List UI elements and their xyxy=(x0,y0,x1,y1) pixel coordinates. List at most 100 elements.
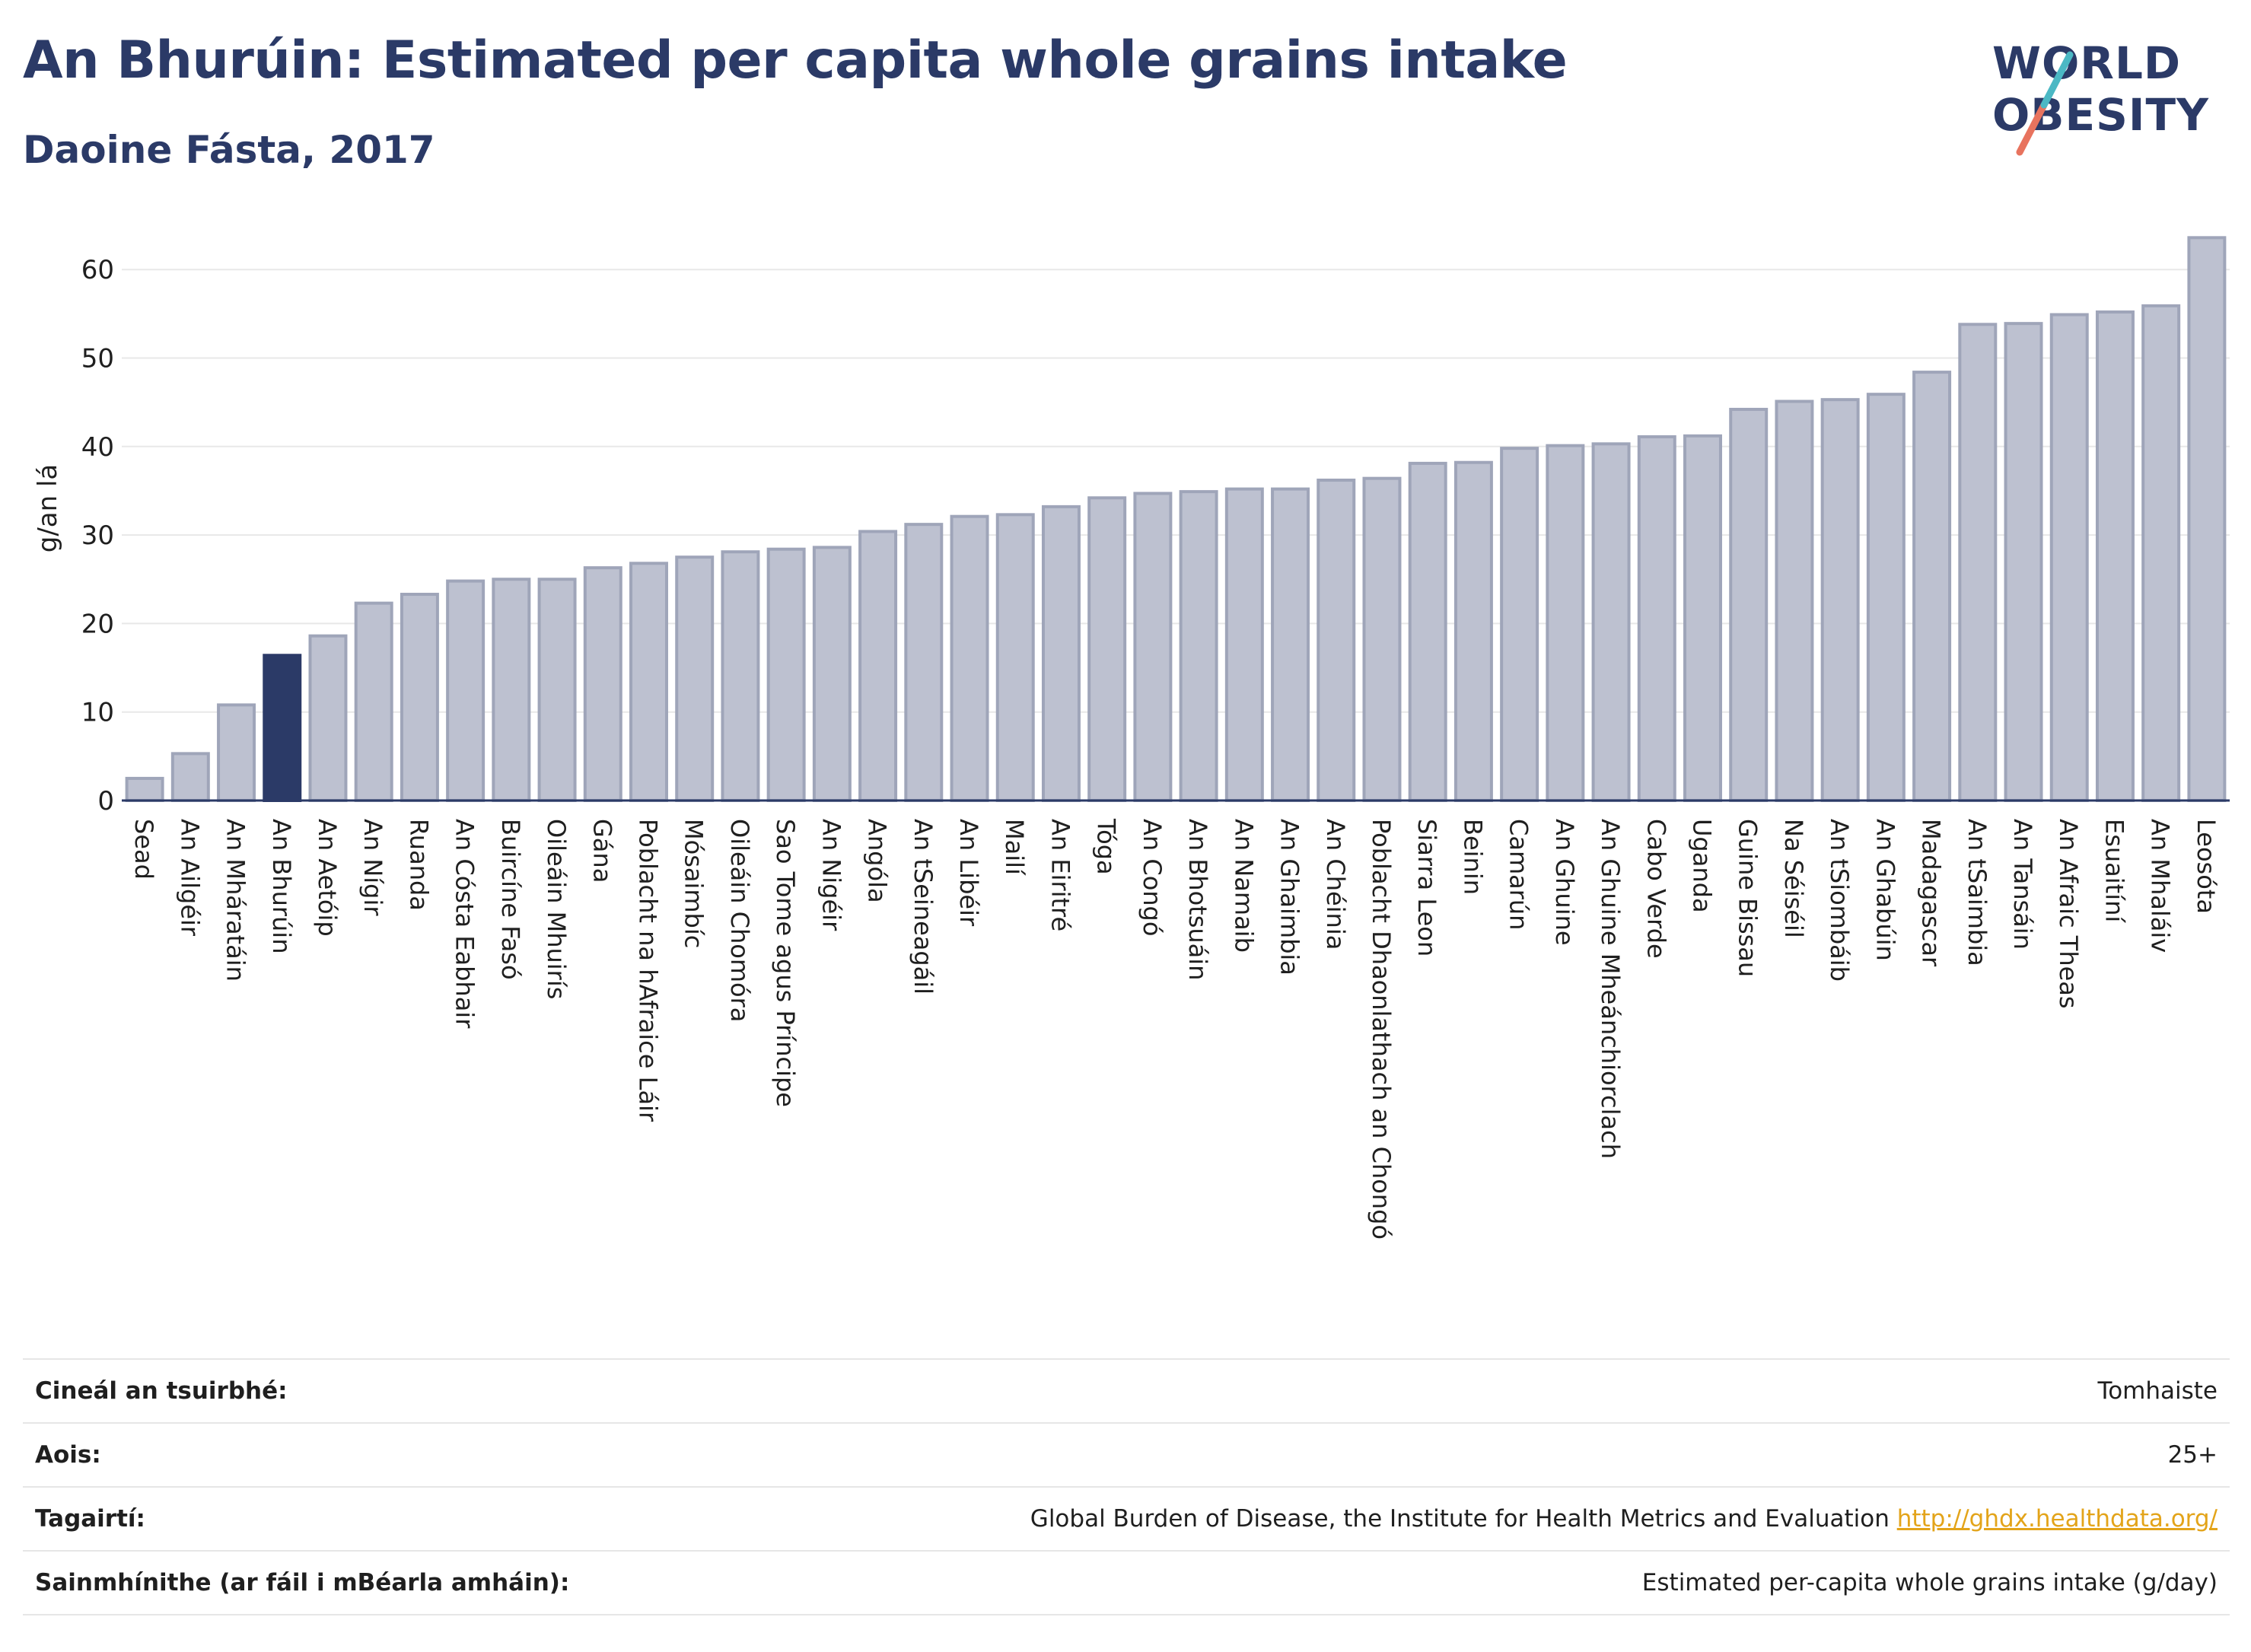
x-tick-label: An tSiombáib xyxy=(1825,819,1854,982)
info-row-age: Aois: 25+ xyxy=(23,1424,2230,1488)
x-tick-label: Sead xyxy=(129,819,158,880)
bar[interactable] xyxy=(170,752,210,803)
y-tick-label: 0 xyxy=(97,786,114,816)
bar[interactable] xyxy=(1453,460,1493,802)
x-tick-label: An Tansáin xyxy=(2008,819,2037,950)
x-tick-label: Camarún xyxy=(1504,819,1533,930)
x-tick-label: Mósaimbíc xyxy=(680,819,708,948)
bar[interactable] xyxy=(1133,492,1173,803)
bar[interactable] xyxy=(217,703,256,802)
x-tick-label: An Mháratáin xyxy=(221,819,250,982)
bar[interactable] xyxy=(1729,407,1769,802)
bar[interactable] xyxy=(1683,434,1722,802)
bar[interactable] xyxy=(950,514,989,802)
bar[interactable] xyxy=(2004,322,2043,802)
x-tick-label: An Libéir xyxy=(954,819,983,927)
bar-chart: 0 10 20 30 40 50 60 Sead An Ailgéir An Mháratáin A… xyxy=(33,236,2230,1240)
info-row-definitions: Sainmhínithe (ar fáil i mBéarla amháin):… xyxy=(23,1552,2230,1615)
bar[interactable] xyxy=(1087,496,1127,803)
x-tick-label: An Ailgéir xyxy=(175,819,204,937)
bar[interactable] xyxy=(1271,487,1310,803)
x-tick-label: An Ghuine xyxy=(1550,819,1579,946)
bar[interactable] xyxy=(446,579,486,802)
bar[interactable] xyxy=(537,578,577,802)
info-label: Cineál an tsuirbhé: xyxy=(35,1377,288,1405)
x-tick-label: An Eiritré xyxy=(1046,819,1075,931)
bar[interactable] xyxy=(400,593,439,802)
bar[interactable] xyxy=(1224,487,1264,803)
bar[interactable] xyxy=(263,654,302,802)
info-table: Cineál an tsuirbhé: Tomhaiste Aois: 25+ … xyxy=(23,1358,2230,1615)
bar[interactable] xyxy=(766,547,806,802)
info-label: Sainmhínithe (ar fáil i mBéarla amháin): xyxy=(35,1569,570,1596)
x-tick-label: Sao Tome agus Príncipe xyxy=(771,819,800,1107)
x-tick-label: An Nígir xyxy=(358,819,387,916)
bar[interactable] xyxy=(1408,461,1447,802)
bar[interactable] xyxy=(812,546,852,803)
bar[interactable] xyxy=(125,776,164,802)
info-label: Tagairtí: xyxy=(35,1505,145,1533)
y-axis-label: g/an lá xyxy=(33,464,63,553)
bar[interactable] xyxy=(1041,505,1081,802)
y-tick-label: 30 xyxy=(81,520,114,551)
y-tick-label: 40 xyxy=(81,432,114,463)
bar[interactable] xyxy=(904,523,944,802)
axes: 0 10 20 30 40 50 60 Sead An Ailgéir An Mháratáin A… xyxy=(81,255,2230,1240)
bar[interactable] xyxy=(1179,490,1218,802)
bar[interactable] xyxy=(1775,399,1814,802)
x-tick-label: Esuaitíní xyxy=(2100,819,2128,923)
x-tick-label: An tSeineagáil xyxy=(909,819,938,995)
bar[interactable] xyxy=(1820,398,1860,802)
x-tick-label: An Ghabúin xyxy=(1871,819,1899,961)
x-tick-label: An Cósta Eabhair xyxy=(451,819,479,1029)
x-tick-label: Angóla xyxy=(863,819,892,903)
x-tick-label: Leosóta xyxy=(2192,819,2221,914)
x-tick-label: An Ghaimbia xyxy=(1275,819,1304,976)
reference-text: Global Burden of Disease, the Institute … xyxy=(1030,1505,1890,1533)
info-value: Estimated per-capita whole grains intake… xyxy=(1641,1569,2218,1596)
bar[interactable] xyxy=(1866,393,1906,802)
bar[interactable] xyxy=(1912,371,1952,803)
bar[interactable] xyxy=(995,513,1035,802)
bar[interactable] xyxy=(308,634,348,802)
bar[interactable] xyxy=(583,566,622,802)
x-tick-label: Madagascar xyxy=(1917,819,1946,967)
bar[interactable] xyxy=(354,601,393,802)
x-tick-label: Buircíne Fasó xyxy=(496,819,525,980)
bar[interactable] xyxy=(2049,313,2089,802)
x-tick-label: Tóga xyxy=(1092,818,1121,875)
bar[interactable] xyxy=(721,550,760,803)
x-tick-label: An Congó xyxy=(1138,819,1167,936)
info-label: Aois: xyxy=(35,1441,101,1469)
bar[interactable] xyxy=(2095,310,2135,802)
logo-slash-icon xyxy=(2016,51,2074,156)
bar[interactable] xyxy=(2187,236,2227,803)
bar[interactable] xyxy=(858,530,898,802)
bar[interactable] xyxy=(1500,447,1539,802)
bar[interactable] xyxy=(675,555,715,802)
x-tick-label: An Aetóip xyxy=(313,819,342,937)
reference-link[interactable]: http://ghdx.healthdata.org/ xyxy=(1896,1505,2218,1533)
x-tick-label: Poblacht na hAfraice Láir xyxy=(634,819,663,1122)
bars xyxy=(125,236,2227,803)
x-tick-label: An tSaimbia xyxy=(1963,819,1992,966)
bar[interactable] xyxy=(1637,435,1676,803)
bar[interactable] xyxy=(1546,444,1585,803)
y-tick-label: 20 xyxy=(81,609,114,639)
bar[interactable] xyxy=(1362,476,1402,803)
bar[interactable] xyxy=(2141,304,2181,802)
bar[interactable] xyxy=(1591,442,1631,802)
bar[interactable] xyxy=(1317,478,1356,803)
info-value: Tomhaiste xyxy=(2097,1377,2218,1405)
x-tick-label: An Ghuine Mheánchiorclach xyxy=(1596,819,1625,1159)
bar[interactable] xyxy=(629,562,668,802)
x-tick-label: Poblacht Dhaonlathach an Chongó xyxy=(1367,819,1396,1240)
x-tick-label: An Chéinia xyxy=(1321,819,1350,950)
page-title: An Bhurúin: Estimated per capita whole g… xyxy=(23,30,1568,91)
bar[interactable] xyxy=(1958,323,1998,802)
info-value: Global Burden of Disease, the Institute … xyxy=(1030,1505,2230,1533)
info-value: 25+ xyxy=(2167,1441,2218,1469)
logo-line1: WORLD xyxy=(1992,37,2182,89)
y-tick-label: 60 xyxy=(81,255,114,285)
bar[interactable] xyxy=(492,578,531,802)
